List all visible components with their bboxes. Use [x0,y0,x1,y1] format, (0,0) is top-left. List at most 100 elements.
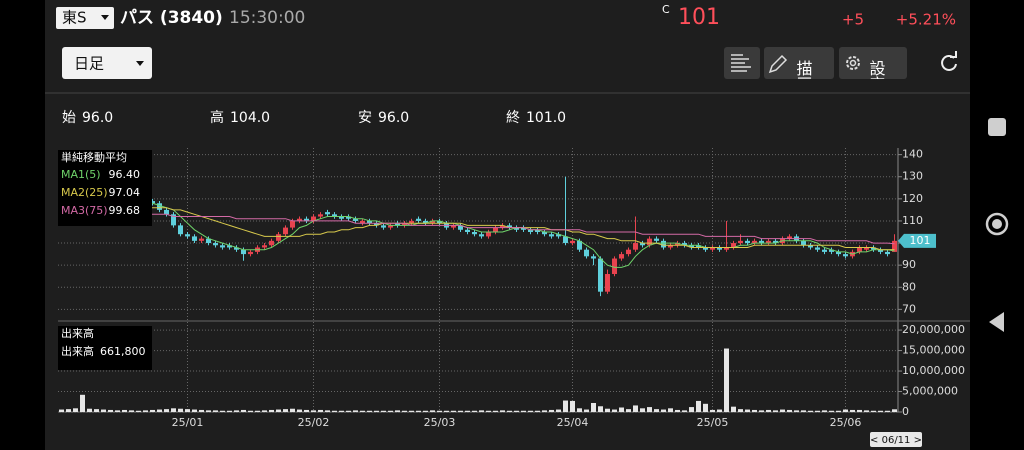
volume-bar [451,410,456,412]
candle-body [402,223,407,226]
volume-bar [297,409,302,412]
candle-body [689,245,694,248]
volume-bar [500,410,505,412]
nav-recents[interactable] [988,118,1006,136]
volume-bar [59,409,64,412]
settings-label: 設定 [867,60,886,92]
candle-body [332,214,337,217]
candle-body [710,247,715,250]
draw-button[interactable] [764,47,834,79]
settings-button[interactable] [839,47,907,79]
legend-name: MA3(75) [61,204,108,217]
volume-bar [472,410,477,412]
candle-body [871,247,876,250]
volume-bar [388,410,393,412]
candle-body [731,243,736,248]
candle-body [290,220,295,228]
candle-body [843,254,848,257]
volume-bar [780,409,785,412]
candle-body [584,249,589,257]
volume-bar [885,410,890,412]
period-select[interactable] [62,47,152,79]
candle-body [808,245,813,248]
y-tick-label: 140 [902,148,923,161]
draw-label-clip: 描画 [794,60,813,92]
nav-back[interactable] [989,312,1004,332]
candle-body [465,229,470,232]
volume-bar [801,410,806,412]
volume-bar [493,410,498,412]
candle-body [479,234,484,237]
candle-body [598,258,603,292]
candle-body [283,227,288,235]
legend-value: 96.40 [109,168,141,181]
candle-body [199,238,204,241]
volume-bar [157,409,162,412]
candle-body [353,218,358,221]
legend-name: 出来高 [61,344,94,358]
candle-body [500,225,505,228]
candle-body [766,240,771,244]
time: 15:30:00 [229,8,305,28]
candle-body [640,243,645,246]
volume-bar [703,403,708,412]
legend-name: MA1(5) [61,168,101,181]
candle-body [213,243,218,246]
volume-bar [682,410,687,412]
volume-bar [612,409,617,412]
dropdown-arrow [136,61,144,66]
change: +5 [842,11,864,29]
candle-body [724,247,729,250]
volume-bar [542,410,547,412]
legend-box [58,326,152,370]
candle-body [556,234,561,237]
candle-body [416,218,421,221]
legend-value: 99.68 [109,204,141,217]
candle-body [535,229,540,232]
volume-bar [381,410,386,412]
exchange-select[interactable] [56,7,114,29]
x-tick-label: 25/01 [172,416,204,429]
volume-bar [115,410,120,412]
volume-bar [402,410,407,412]
candle-body [829,249,834,252]
volume-bar [241,409,246,412]
nav-home[interactable] [985,212,1009,236]
refresh-icon[interactable] [941,55,957,71]
candle-body [563,236,568,244]
volume-bar [318,409,323,412]
draw-label: 描画 [794,60,813,92]
price-badge [898,233,936,248]
volume-bar [605,408,610,412]
volume-bar [458,410,463,412]
y-tick-label: 10,000,000 [902,364,965,377]
volume-bar [486,410,491,412]
volume-bar [269,409,274,412]
y-tick-label: 70 [902,302,916,315]
volume-bar [423,410,428,412]
volume-bar [717,409,722,412]
volume-bar [255,410,260,412]
stock-name: パス (3840) [120,8,223,28]
candle-body [472,232,477,235]
candle-body [675,243,680,246]
volume-bar [444,410,449,412]
volume-bar [94,409,99,412]
candle-body [815,247,820,250]
candle-body [367,220,372,224]
volume-bar [227,410,232,412]
y-tick-label: 5,000,000 [902,385,958,398]
candle-body [157,203,162,210]
volume-bar [808,410,813,412]
volume-bar [633,405,638,412]
volume-bar [122,409,127,412]
candle-body [570,240,575,244]
candle-body [878,249,883,252]
volume-bar [829,410,834,412]
y-tick-label: 90 [902,258,916,271]
candle-body [318,214,323,217]
volume-bar [626,409,631,412]
volume-bar [654,409,659,412]
cursor-box [870,432,922,447]
